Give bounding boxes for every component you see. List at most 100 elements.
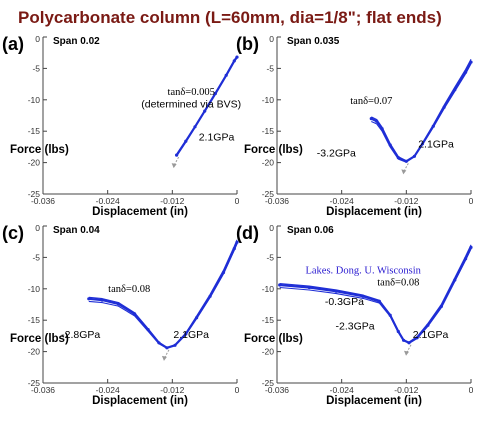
y-tick-label: -15 [262,126,275,136]
data-point [133,312,137,316]
data-point [334,289,338,293]
data-point [404,159,408,163]
x-tick-label: -0.036 [31,385,55,395]
chart-panel-2: 0 -5 -10 -15 -20 -25-0.036 -0.024 -0.012 0 (b) Spa… [236,34,474,218]
x-tick-label: -0.024 [96,196,120,206]
y-tick-label: -20 [28,347,41,357]
y-tick-label: -25 [262,189,275,199]
data-point [402,338,406,342]
data-point [224,73,228,77]
data-point [377,299,381,303]
data-point [453,88,457,92]
data-point [453,278,457,282]
data-curve [176,57,238,155]
arrow-head [171,163,177,169]
data-curve [88,243,238,349]
x-tick-label: -0.036 [265,385,289,395]
data-point [431,124,435,128]
annotation: 2.1GPa [413,329,449,341]
data-point [469,245,473,249]
y-axis-label: Force (lbs) [244,333,303,345]
panel-label: (c) [2,223,24,243]
chart-panel-3: 0 -5 -10 -15 -20 -25-0.036 -0.024 -0.012 0 (c) Spa… [2,223,240,407]
data-point [388,143,392,147]
data-point [439,304,443,308]
x-tick-label: 0 [235,385,240,395]
data-point [369,117,373,121]
y-tick-label: -20 [262,158,275,168]
y-tick-label: 0 [269,223,274,233]
data-point [420,142,425,146]
x-tick-label: -0.012 [394,385,418,395]
annotation: -0.3GPa [325,296,364,308]
data-point [203,109,207,113]
data-point [208,294,212,298]
x-tick-label: -0.036 [31,196,55,206]
y-tick-label: -5 [32,63,40,73]
data-point [235,240,239,244]
x-axis-label: Displacement (in) [326,395,422,407]
data-point [116,302,120,306]
x-tick-label: -0.024 [330,196,354,206]
data-point [146,328,150,332]
x-tick-label: -0.012 [394,196,418,206]
data-point [184,139,188,143]
y-tick-label: 0 [269,34,274,44]
panel-label: (a) [2,34,24,54]
y-tick-label: -15 [28,315,41,325]
data-point [165,346,169,350]
arrow-head [404,350,410,356]
panel-label: (b) [236,34,259,54]
y-tick-label: -25 [28,189,41,199]
data-point [221,270,226,275]
data-point [213,91,217,96]
x-axis-label: Displacement (in) [92,395,188,407]
data-point [184,332,188,336]
y-axis-label: Force (lbs) [10,333,69,345]
data-point [157,341,161,345]
panel-label: (d) [236,223,259,243]
span-label: Span 0.04 [53,225,100,236]
y-tick-label: -5 [266,63,274,73]
data-point [361,294,365,298]
x-tick-label: -0.036 [265,196,289,206]
data-point [173,343,177,347]
x-tick-label: 0 [469,196,474,206]
y-tick-label: 0 [35,223,40,233]
y-tick-label: -10 [28,284,41,294]
data-point [87,297,91,301]
annotation: tanδ=0.005 [168,87,215,98]
x-tick-label: -0.024 [96,385,120,395]
data-point [232,247,236,251]
data-point [464,70,468,74]
y-tick-label: -20 [262,347,275,357]
y-axis-label: Force (lbs) [244,144,303,156]
arrow-head [401,169,407,175]
annotation: tanδ=0.08 [108,284,150,295]
y-tick-label: -25 [262,378,275,388]
annotation: tanδ=0.08 [377,278,419,289]
y-tick-label: -10 [262,95,275,105]
data-point [278,283,282,287]
chart-panel-1: 0 -5 -10 -15 -20 -25-0.036 -0.024 -0.012 0 (a) Spa… [2,34,241,218]
y-axis-label: Force (lbs) [10,144,69,156]
data-point [442,105,446,109]
annotation: (determined via BVS) [141,98,241,110]
data-point [412,154,416,158]
chart-panel-4: 0 -5 -10 -15 -20 -25-0.036 -0.024 -0.012 0 (d) Spa… [236,223,474,407]
data-point [464,257,468,261]
data-point [195,316,199,320]
data-point [415,336,419,340]
annotation: tanδ=0.07 [350,96,392,107]
data-point [375,119,379,123]
x-axis-label: Displacement (in) [92,206,188,218]
data-curve [88,241,239,349]
data-point [193,125,197,129]
span-label: Span 0.035 [287,36,340,47]
x-tick-label: 0 [469,385,474,395]
data-point [388,313,392,317]
credit-text: Lakes. Dong. U. Wisconsin [305,266,421,277]
x-tick-label: -0.024 [330,385,354,395]
y-tick-label: -20 [28,158,41,168]
data-point [307,285,311,290]
